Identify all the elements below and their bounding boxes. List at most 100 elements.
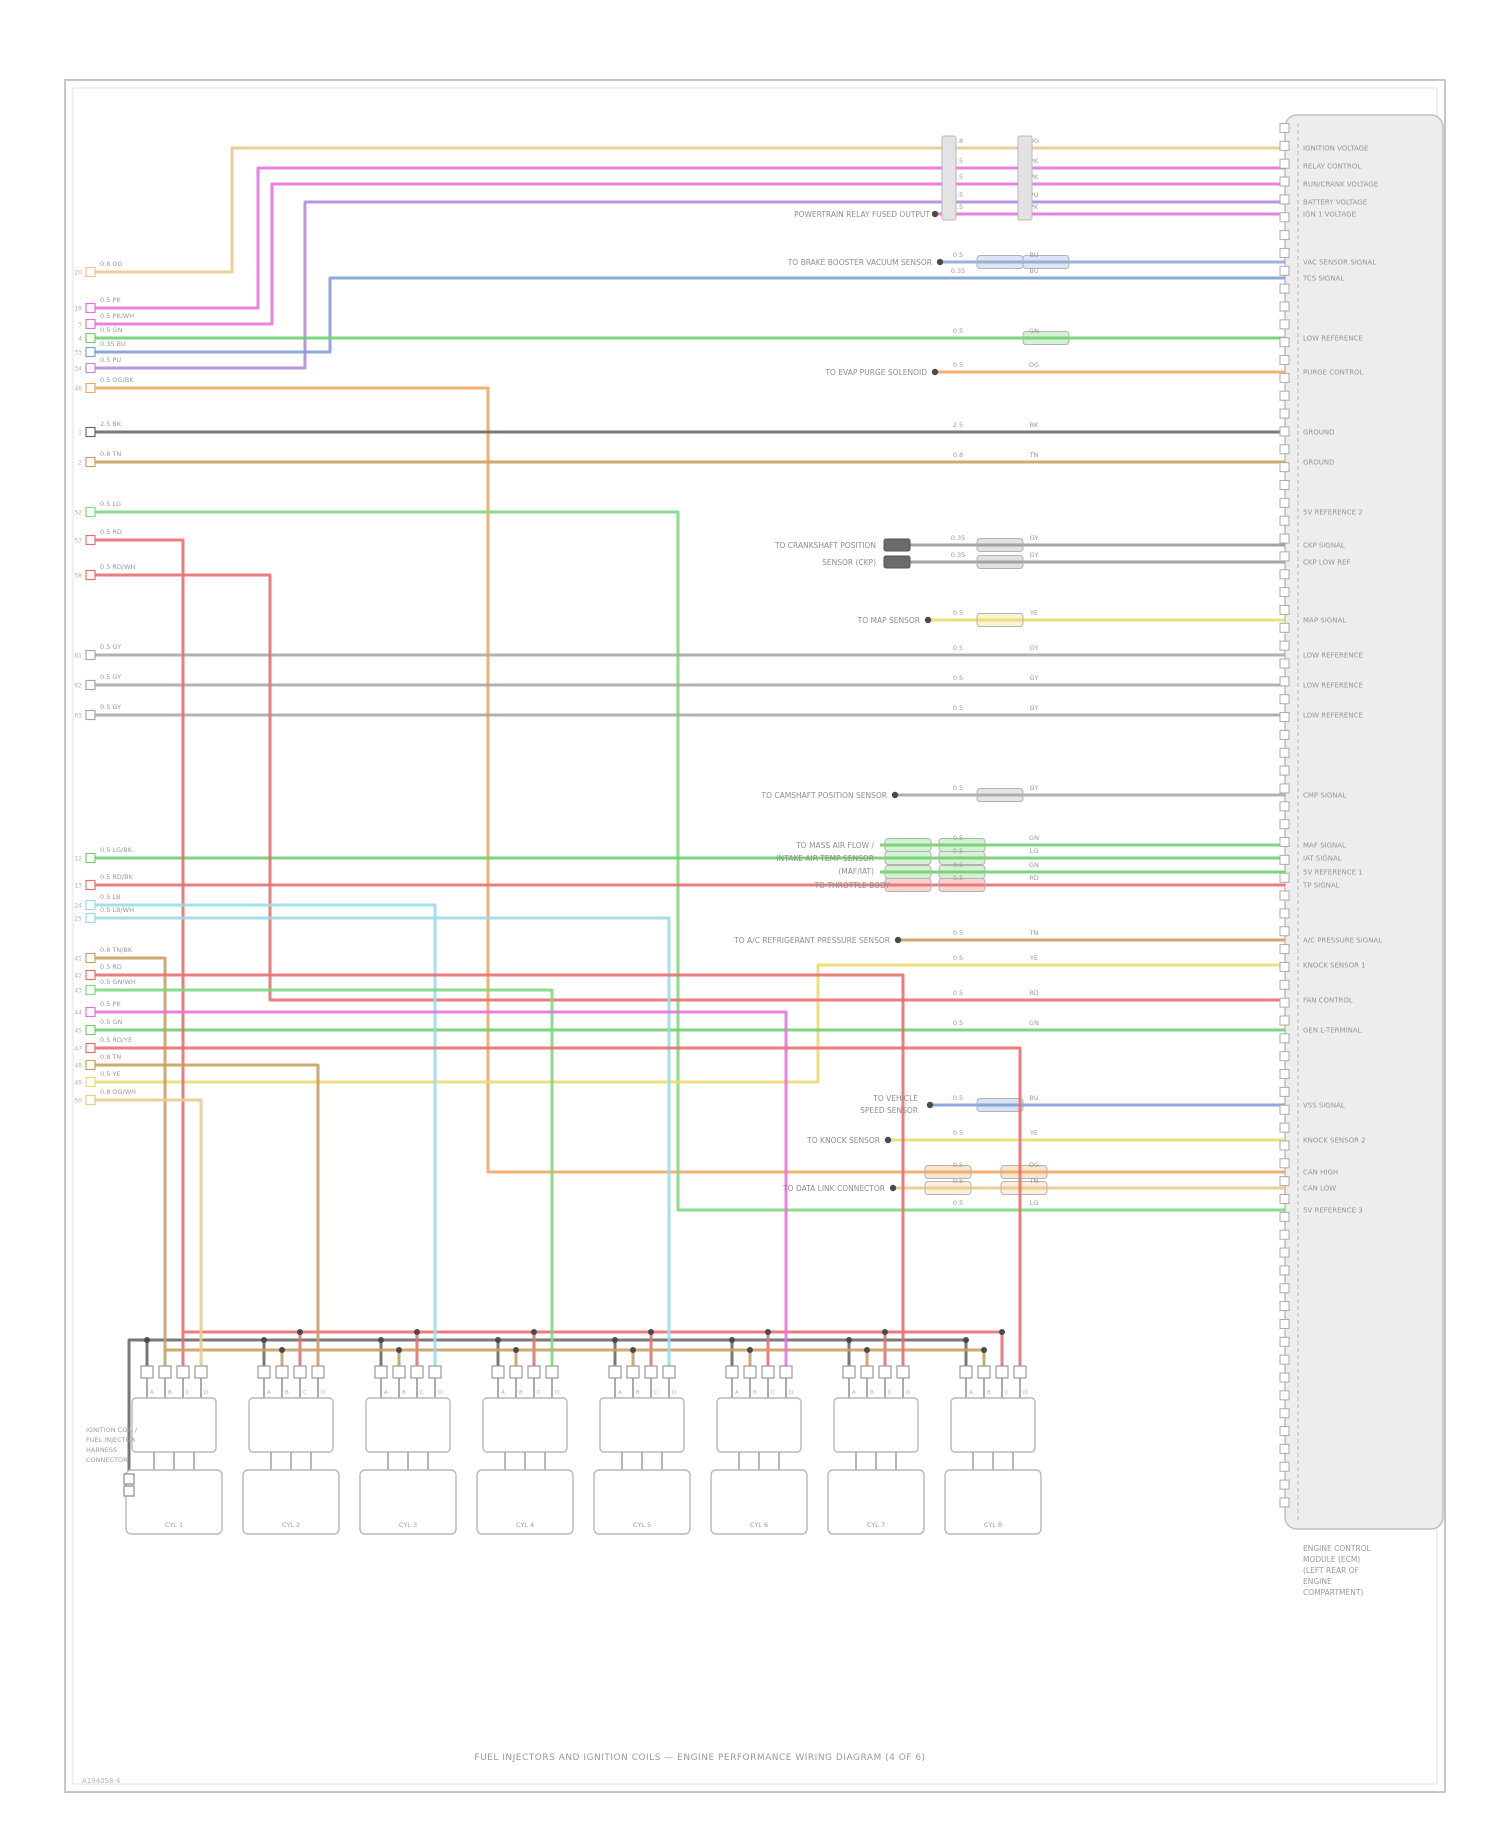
ecm-pin-label: LOW REFERENCE <box>1303 652 1363 660</box>
terminal <box>85 984 96 996</box>
pin-number: 44 <box>74 1010 82 1017</box>
ecm-pin <box>1279 426 1290 437</box>
wire-label: 0.5 RD/YE <box>100 1036 132 1044</box>
pin-number: 20 <box>74 270 82 277</box>
ecm-pin <box>1279 444 1290 455</box>
pin-letter: B <box>285 1390 289 1396</box>
wire-gauge: 0.5 <box>953 1177 963 1185</box>
wire-gauge: 0.5 <box>953 644 963 652</box>
coil-module-box <box>248 1397 334 1453</box>
wire-gauge: 0.5 <box>953 989 963 997</box>
terminal <box>85 426 96 438</box>
ecm-pin <box>1279 247 1290 258</box>
pin-letter: B <box>870 1390 874 1396</box>
pin-number: 13 <box>74 883 82 890</box>
coil-ground-bus-wire <box>127 1338 966 1474</box>
ecm-pin <box>1279 569 1290 580</box>
junction-dot <box>894 936 902 944</box>
ecm-pin <box>1279 926 1290 937</box>
document-number: A194058-4 <box>82 1777 121 1785</box>
wire-color-code: OG <box>1029 1161 1039 1169</box>
ecm-pin-label: CKP LOW REF <box>1303 559 1351 567</box>
junction-dot <box>378 1337 384 1343</box>
cylinder-label: CYL 5 <box>633 1521 651 1529</box>
ecm-pin <box>1279 1390 1290 1401</box>
ecm-pin <box>1279 1122 1290 1133</box>
junction-dot <box>884 1136 892 1144</box>
wire-gauge: 0.5 <box>953 609 963 617</box>
junction-dot <box>144 1337 150 1343</box>
ecm-pin <box>1279 355 1290 366</box>
wire-gauge: 0.5 <box>953 674 963 682</box>
wire-label: 0.5 PK <box>100 1000 121 1008</box>
pin-number: 46 <box>74 386 82 393</box>
wire-color-code: GY <box>1030 784 1039 792</box>
inline-connector <box>884 851 932 865</box>
ecm-pin <box>1279 390 1290 401</box>
group-pin <box>311 1365 325 1379</box>
ecm-pin <box>1279 1479 1290 1490</box>
ecm-pin-label: RELAY CONTROL <box>1303 163 1361 171</box>
ecm-pin-label: TCS SIGNAL <box>1302 275 1344 283</box>
wire-gauge: 0.5 <box>953 1019 963 1027</box>
wire-gauge: 0.5 <box>953 251 963 259</box>
junction-dot <box>747 1347 753 1353</box>
terminal <box>85 506 96 518</box>
ecm-pin-label: MAP SIGNAL <box>1303 617 1346 625</box>
callout-label: TO EVAP PURGE SOLENOID <box>824 368 927 377</box>
inj8-control-wire <box>95 1046 1022 1366</box>
wire-gauge: 0.35 <box>951 551 965 559</box>
inj2-control-wire <box>95 1063 320 1366</box>
terminal <box>85 1059 96 1071</box>
pin-letter: D <box>555 1390 559 1396</box>
pin-number: 1 <box>78 430 82 437</box>
callout-label: TO MAP SENSOR <box>857 616 920 625</box>
wire-gauge: 0.35 <box>951 534 965 542</box>
ecm-footer-line: ENGINE <box>1303 1577 1332 1586</box>
ecm-pin <box>1279 462 1290 473</box>
inline-connector <box>976 788 1024 802</box>
group-pin <box>293 1365 307 1379</box>
ecm-pin <box>1279 1372 1290 1383</box>
group-pin <box>392 1365 406 1379</box>
ecm-pin <box>1279 604 1290 615</box>
callout-label: TO VEHICLE <box>872 1094 918 1103</box>
pin-letter: C <box>771 1390 775 1396</box>
ecm-pin <box>1279 194 1290 205</box>
ecm-footer-line: MODULE (ECM) <box>1303 1555 1360 1564</box>
ecm-pin-label: KNOCK SENSOR 2 <box>1303 1137 1366 1145</box>
ecm-pin <box>1279 301 1290 312</box>
ecm-pin <box>1279 1318 1290 1329</box>
inline-connector <box>1000 1165 1048 1179</box>
group-pin <box>158 1365 172 1379</box>
callout-label: POWERTRAIN RELAY FUSED OUTPUT <box>794 210 930 219</box>
junction-dot <box>864 1347 870 1353</box>
ecm-pin-label: VAC SENSOR SIGNAL <box>1303 259 1376 267</box>
inline-connector-column <box>1017 135 1033 221</box>
junction-dot <box>261 1337 267 1343</box>
junction-dot <box>630 1347 636 1353</box>
inline-connector <box>924 1165 972 1179</box>
callout-label: TO DATA LINK CONNECTOR <box>782 1184 885 1193</box>
pin-number: 49 <box>74 1080 82 1087</box>
ecm-pin <box>1279 1247 1290 1258</box>
wire-gauge: 0.5 <box>953 834 963 842</box>
wire-gauge: 0.5 <box>953 874 963 882</box>
batt-voltage-wire <box>95 200 1285 370</box>
terminal <box>85 1006 96 1018</box>
inj6-control-wire <box>95 1010 788 1366</box>
ecm-pin <box>1279 587 1290 598</box>
junction-dot <box>414 1329 420 1335</box>
pin-letter: C <box>537 1390 541 1396</box>
wire-color-code: BK <box>1030 421 1039 429</box>
starter-relay-wire <box>95 166 1285 310</box>
pin-number: 52 <box>74 510 82 517</box>
pin-letter: C <box>888 1390 892 1396</box>
callout-label: TO CAMSHAFT POSITION SENSOR <box>761 791 887 800</box>
group-pin <box>410 1365 424 1379</box>
injector-box <box>242 1469 340 1535</box>
ecm-pin <box>1279 694 1290 705</box>
pin-letter: A <box>969 1390 973 1396</box>
cylinder-label: CYL 3 <box>399 1521 417 1529</box>
pin-letter: A <box>735 1390 739 1396</box>
